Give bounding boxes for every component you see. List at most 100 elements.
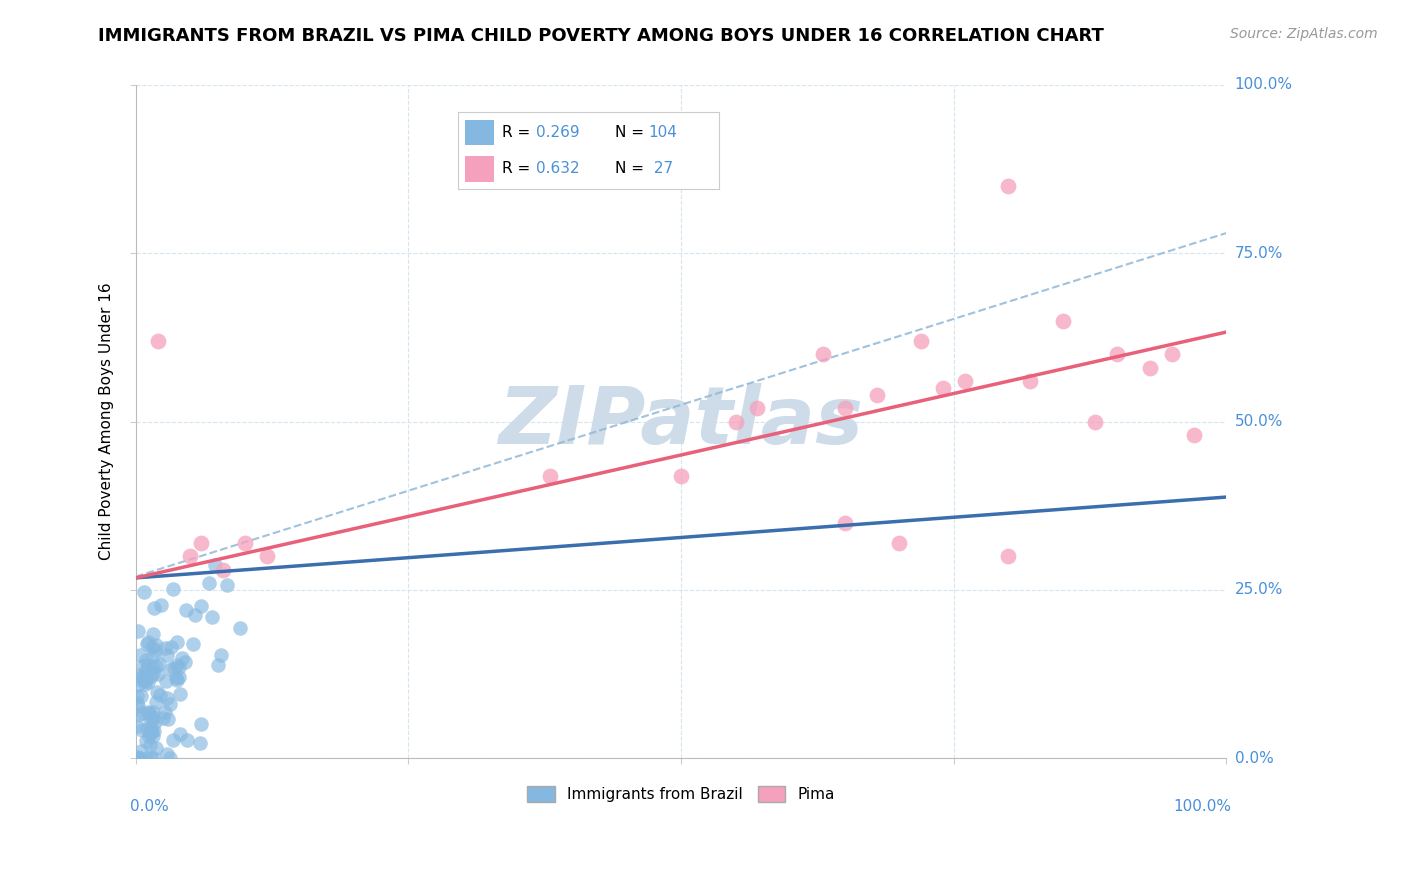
Point	[811, 347, 834, 361]
Point	[138, 729, 160, 743]
Point	[139, 712, 162, 726]
Point	[910, 334, 932, 348]
Point	[134, 677, 156, 691]
Point	[142, 709, 165, 723]
Point	[131, 690, 153, 704]
Point	[142, 648, 165, 663]
Point	[139, 722, 162, 736]
Point	[156, 747, 179, 761]
Point	[153, 641, 176, 656]
Point	[159, 662, 181, 676]
Point	[190, 717, 212, 731]
Point	[159, 751, 181, 765]
Point	[142, 627, 165, 641]
Point	[125, 719, 148, 733]
Point	[146, 685, 169, 699]
Point	[149, 598, 172, 612]
Point	[162, 733, 184, 747]
Point	[1107, 347, 1129, 361]
Point	[162, 582, 184, 597]
Point	[145, 740, 167, 755]
Point	[142, 729, 165, 743]
Point	[153, 705, 176, 719]
Point	[145, 638, 167, 652]
Point	[229, 621, 252, 635]
Point	[127, 696, 149, 710]
Text: ZIPatlas: ZIPatlas	[499, 383, 863, 460]
Point	[131, 723, 153, 738]
Point	[169, 727, 191, 741]
Point	[157, 712, 180, 726]
Point	[201, 609, 224, 624]
Point	[135, 734, 157, 748]
Point	[163, 661, 186, 675]
Point	[997, 549, 1019, 564]
Point	[143, 642, 166, 657]
Y-axis label: Child Poverty Among Boys Under 16: Child Poverty Among Boys Under 16	[100, 283, 114, 560]
Point	[136, 636, 159, 650]
Point	[132, 659, 155, 673]
Point	[129, 751, 152, 765]
Point	[160, 640, 183, 654]
Point	[134, 584, 156, 599]
Point	[125, 690, 148, 704]
Point	[138, 706, 160, 721]
Point	[256, 549, 278, 564]
Legend: Immigrants from Brazil, Pima: Immigrants from Brazil, Pima	[522, 780, 841, 808]
Point	[135, 751, 157, 765]
Point	[146, 667, 169, 681]
Point	[155, 648, 177, 663]
Point	[127, 708, 149, 723]
Point	[152, 711, 174, 725]
Point	[138, 705, 160, 719]
Text: Source: ZipAtlas.com: Source: ZipAtlas.com	[1230, 27, 1378, 41]
Point	[136, 658, 159, 673]
Point	[134, 673, 156, 688]
Point	[166, 635, 188, 649]
Point	[127, 678, 149, 692]
Point	[127, 698, 149, 713]
Point	[997, 178, 1019, 193]
Point	[747, 401, 769, 416]
Point	[141, 660, 163, 674]
Point	[1084, 415, 1107, 429]
Point	[209, 648, 232, 662]
Text: 100.0%: 100.0%	[1174, 798, 1232, 814]
Point	[129, 744, 152, 758]
Point	[932, 381, 955, 395]
Point	[135, 653, 157, 667]
Text: 50.0%: 50.0%	[1234, 414, 1282, 429]
Point	[834, 516, 856, 530]
Point	[142, 705, 165, 719]
Point	[212, 563, 235, 577]
Point	[131, 670, 153, 684]
Text: 0.0%: 0.0%	[131, 798, 169, 814]
Point	[145, 695, 167, 709]
Point	[166, 658, 188, 673]
Point	[207, 658, 229, 673]
Point	[128, 668, 150, 682]
Point	[143, 751, 166, 765]
Point	[190, 536, 212, 550]
Point	[134, 672, 156, 686]
Point	[129, 672, 152, 686]
Point	[953, 374, 976, 388]
Point	[889, 536, 911, 550]
Point	[170, 650, 193, 665]
Point	[148, 657, 170, 672]
Point	[1160, 347, 1182, 361]
Point	[179, 549, 201, 564]
Point	[136, 675, 159, 690]
Point	[181, 637, 204, 651]
Text: 25.0%: 25.0%	[1234, 582, 1282, 598]
Point	[190, 736, 212, 750]
Point	[142, 724, 165, 739]
Point	[184, 608, 207, 623]
Point	[169, 670, 191, 684]
Point	[233, 536, 256, 550]
Point	[1182, 428, 1205, 442]
Point	[142, 665, 165, 680]
Point	[204, 558, 226, 572]
Point	[136, 635, 159, 649]
Point	[143, 715, 166, 730]
